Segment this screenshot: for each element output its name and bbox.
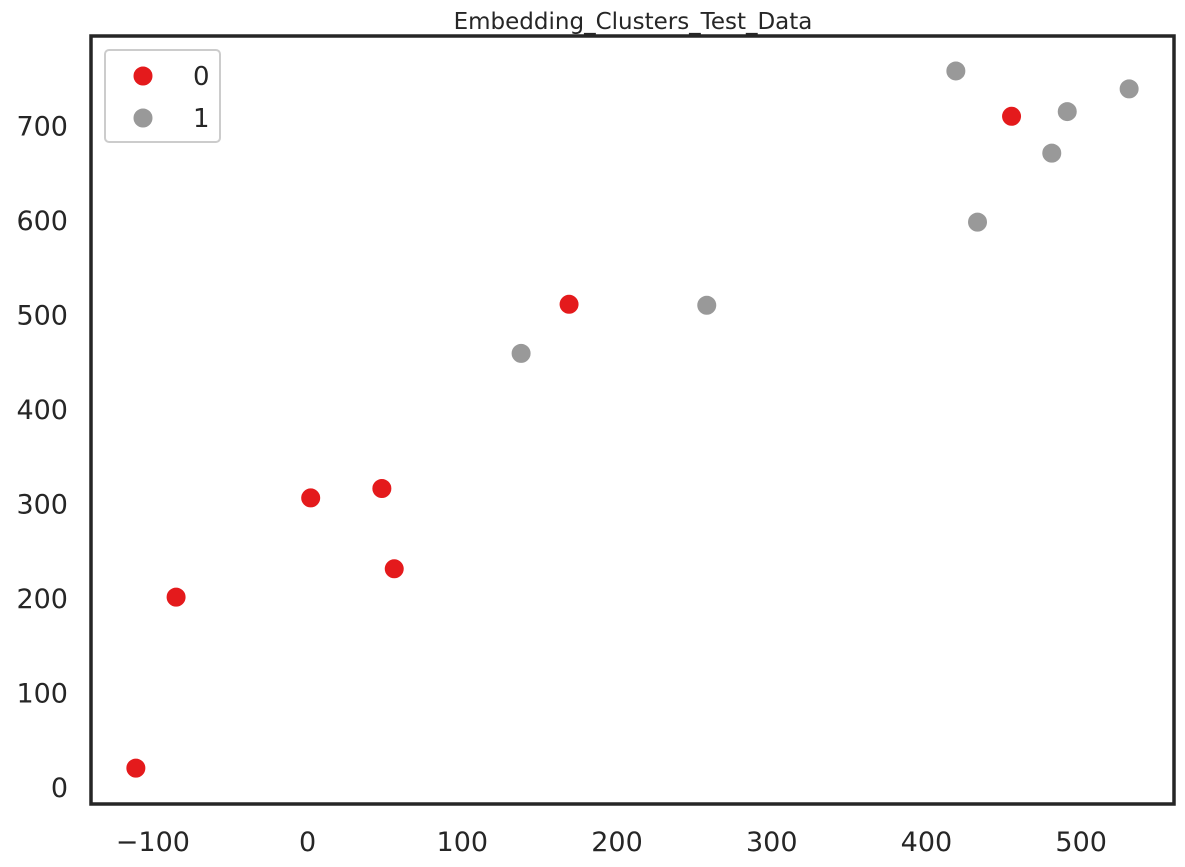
point-series-1-4 <box>1041 142 1063 164</box>
x-tick-label: 0 <box>299 827 316 858</box>
y-tick-label: 600 <box>16 206 68 237</box>
x-tick-label: 400 <box>901 827 953 858</box>
point-series-1-6 <box>1118 78 1140 100</box>
y-tick-label: 100 <box>16 679 68 710</box>
x-tick-label: 500 <box>1055 827 1107 858</box>
point-series-0-4 <box>383 558 405 580</box>
legend-label-1: 1 <box>193 104 210 134</box>
legend-label-0: 0 <box>193 62 210 92</box>
point-series-1-0 <box>510 342 532 364</box>
point-series-1-1 <box>696 294 718 316</box>
point-series-1-3 <box>967 211 989 233</box>
point-series-1-2 <box>945 60 967 82</box>
x-tick-label: −100 <box>116 827 190 858</box>
y-tick-label: 700 <box>16 112 68 143</box>
data-points <box>125 60 1140 779</box>
y-tick-label: 300 <box>16 490 68 521</box>
point-series-1-5 <box>1056 101 1078 123</box>
y-axis: 0 100 200 300 400 500 600 700 <box>16 112 68 804</box>
legend-marker-0 <box>132 65 154 87</box>
x-axis: −100 0 100 200 300 400 500 <box>116 827 1107 858</box>
y-tick-label: 400 <box>16 395 68 426</box>
point-series-0-0 <box>125 757 147 779</box>
point-series-0-2 <box>300 487 322 509</box>
legend: 01 <box>104 49 221 143</box>
point-series-0-3 <box>371 477 393 499</box>
chart-title: Embedding_Clusters_Test_Data <box>454 9 813 35</box>
legend-marker-1 <box>132 107 154 129</box>
point-series-0-6 <box>1001 105 1023 127</box>
x-tick-label: 300 <box>746 827 798 858</box>
x-tick-label: 100 <box>437 827 489 858</box>
y-tick-label: 500 <box>16 301 68 332</box>
plot-frame <box>89 34 1176 806</box>
point-series-0-1 <box>165 586 187 608</box>
y-tick-label: 200 <box>16 584 68 615</box>
y-tick-label: 0 <box>51 773 68 804</box>
point-series-0-5 <box>558 293 580 315</box>
x-tick-label: 200 <box>591 827 643 858</box>
